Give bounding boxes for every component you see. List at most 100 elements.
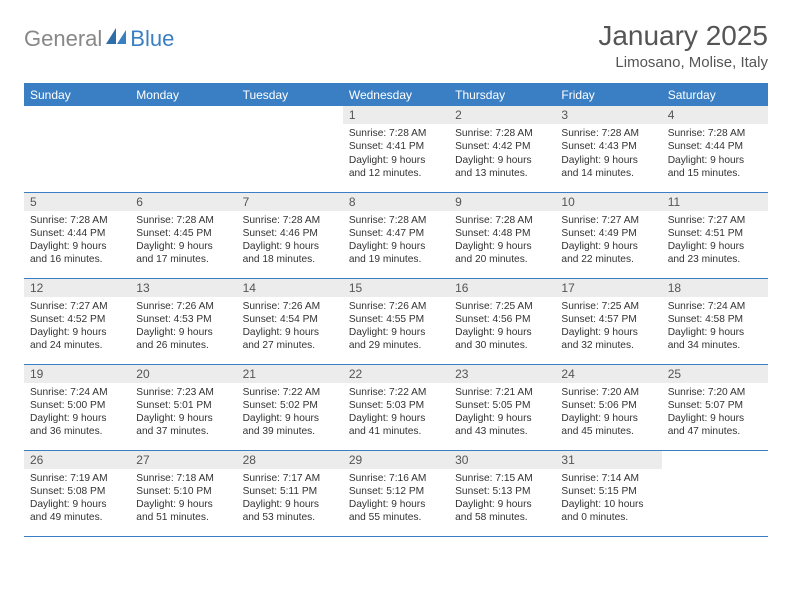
weekday-header: Monday — [130, 84, 236, 106]
calendar-cell — [237, 106, 343, 192]
day-details: Sunrise: 7:14 AMSunset: 5:15 PMDaylight:… — [555, 469, 661, 529]
day-number: 25 — [662, 365, 768, 383]
day-details: Sunrise: 7:21 AMSunset: 5:05 PMDaylight:… — [449, 383, 555, 443]
day-details: Sunrise: 7:24 AMSunset: 4:58 PMDaylight:… — [662, 297, 768, 357]
day-number: 2 — [449, 106, 555, 124]
calendar-cell: 27Sunrise: 7:18 AMSunset: 5:10 PMDayligh… — [130, 450, 236, 536]
calendar-cell: 29Sunrise: 7:16 AMSunset: 5:12 PMDayligh… — [343, 450, 449, 536]
calendar-row: 12Sunrise: 7:27 AMSunset: 4:52 PMDayligh… — [24, 278, 768, 364]
day-number: 12 — [24, 279, 130, 297]
day-number: 3 — [555, 106, 661, 124]
calendar-row: 1Sunrise: 7:28 AMSunset: 4:41 PMDaylight… — [24, 106, 768, 192]
day-number: 11 — [662, 193, 768, 211]
calendar-cell: 19Sunrise: 7:24 AMSunset: 5:00 PMDayligh… — [24, 364, 130, 450]
logo-sail-icon — [106, 28, 128, 51]
calendar-row: 19Sunrise: 7:24 AMSunset: 5:00 PMDayligh… — [24, 364, 768, 450]
day-details: Sunrise: 7:26 AMSunset: 4:53 PMDaylight:… — [130, 297, 236, 357]
calendar-cell: 15Sunrise: 7:26 AMSunset: 4:55 PMDayligh… — [343, 278, 449, 364]
calendar-cell: 3Sunrise: 7:28 AMSunset: 4:43 PMDaylight… — [555, 106, 661, 192]
calendar-cell: 24Sunrise: 7:20 AMSunset: 5:06 PMDayligh… — [555, 364, 661, 450]
calendar-cell: 23Sunrise: 7:21 AMSunset: 5:05 PMDayligh… — [449, 364, 555, 450]
day-number: 20 — [130, 365, 236, 383]
day-number: 24 — [555, 365, 661, 383]
day-number: 27 — [130, 451, 236, 469]
day-details: Sunrise: 7:15 AMSunset: 5:13 PMDaylight:… — [449, 469, 555, 529]
calendar-cell: 9Sunrise: 7:28 AMSunset: 4:48 PMDaylight… — [449, 192, 555, 278]
day-number: 17 — [555, 279, 661, 297]
weekday-header: Sunday — [24, 84, 130, 106]
day-details: Sunrise: 7:18 AMSunset: 5:10 PMDaylight:… — [130, 469, 236, 529]
calendar-cell: 22Sunrise: 7:22 AMSunset: 5:03 PMDayligh… — [343, 364, 449, 450]
weekday-header: Wednesday — [343, 84, 449, 106]
day-number: 4 — [662, 106, 768, 124]
day-details: Sunrise: 7:28 AMSunset: 4:46 PMDaylight:… — [237, 211, 343, 271]
day-details: Sunrise: 7:16 AMSunset: 5:12 PMDaylight:… — [343, 469, 449, 529]
day-number: 9 — [449, 193, 555, 211]
day-number: 19 — [24, 365, 130, 383]
day-details: Sunrise: 7:28 AMSunset: 4:43 PMDaylight:… — [555, 124, 661, 184]
day-number: 21 — [237, 365, 343, 383]
calendar-body: 1Sunrise: 7:28 AMSunset: 4:41 PMDaylight… — [24, 106, 768, 536]
day-number: 15 — [343, 279, 449, 297]
calendar-cell: 7Sunrise: 7:28 AMSunset: 4:46 PMDaylight… — [237, 192, 343, 278]
day-details: Sunrise: 7:28 AMSunset: 4:48 PMDaylight:… — [449, 211, 555, 271]
calendar-cell: 14Sunrise: 7:26 AMSunset: 4:54 PMDayligh… — [237, 278, 343, 364]
calendar-cell: 13Sunrise: 7:26 AMSunset: 4:53 PMDayligh… — [130, 278, 236, 364]
day-number: 14 — [237, 279, 343, 297]
day-details: Sunrise: 7:28 AMSunset: 4:42 PMDaylight:… — [449, 124, 555, 184]
calendar-cell: 18Sunrise: 7:24 AMSunset: 4:58 PMDayligh… — [662, 278, 768, 364]
day-details: Sunrise: 7:28 AMSunset: 4:41 PMDaylight:… — [343, 124, 449, 184]
calendar-cell — [130, 106, 236, 192]
day-number: 1 — [343, 106, 449, 124]
day-details: Sunrise: 7:26 AMSunset: 4:55 PMDaylight:… — [343, 297, 449, 357]
calendar-cell: 1Sunrise: 7:28 AMSunset: 4:41 PMDaylight… — [343, 106, 449, 192]
day-details: Sunrise: 7:28 AMSunset: 4:44 PMDaylight:… — [24, 211, 130, 271]
calendar-cell: 8Sunrise: 7:28 AMSunset: 4:47 PMDaylight… — [343, 192, 449, 278]
day-details: Sunrise: 7:26 AMSunset: 4:54 PMDaylight:… — [237, 297, 343, 357]
logo-text-blue: Blue — [130, 26, 174, 52]
calendar-cell: 12Sunrise: 7:27 AMSunset: 4:52 PMDayligh… — [24, 278, 130, 364]
day-details: Sunrise: 7:27 AMSunset: 4:51 PMDaylight:… — [662, 211, 768, 271]
day-number: 13 — [130, 279, 236, 297]
calendar-row: 26Sunrise: 7:19 AMSunset: 5:08 PMDayligh… — [24, 450, 768, 536]
title-block: January 2025 Limosano, Molise, Italy — [598, 20, 768, 71]
calendar-cell: 17Sunrise: 7:25 AMSunset: 4:57 PMDayligh… — [555, 278, 661, 364]
page-title: January 2025 — [598, 20, 768, 52]
day-number: 6 — [130, 193, 236, 211]
calendar-cell: 26Sunrise: 7:19 AMSunset: 5:08 PMDayligh… — [24, 450, 130, 536]
calendar-cell: 4Sunrise: 7:28 AMSunset: 4:44 PMDaylight… — [662, 106, 768, 192]
day-number: 26 — [24, 451, 130, 469]
day-details: Sunrise: 7:25 AMSunset: 4:57 PMDaylight:… — [555, 297, 661, 357]
day-number: 23 — [449, 365, 555, 383]
day-details: Sunrise: 7:27 AMSunset: 4:49 PMDaylight:… — [555, 211, 661, 271]
day-details: Sunrise: 7:23 AMSunset: 5:01 PMDaylight:… — [130, 383, 236, 443]
calendar-cell: 30Sunrise: 7:15 AMSunset: 5:13 PMDayligh… — [449, 450, 555, 536]
calendar-cell: 28Sunrise: 7:17 AMSunset: 5:11 PMDayligh… — [237, 450, 343, 536]
day-details: Sunrise: 7:22 AMSunset: 5:02 PMDaylight:… — [237, 383, 343, 443]
calendar-head: SundayMondayTuesdayWednesdayThursdayFrid… — [24, 84, 768, 106]
day-number: 16 — [449, 279, 555, 297]
day-details: Sunrise: 7:17 AMSunset: 5:11 PMDaylight:… — [237, 469, 343, 529]
calendar-cell: 11Sunrise: 7:27 AMSunset: 4:51 PMDayligh… — [662, 192, 768, 278]
calendar-cell: 2Sunrise: 7:28 AMSunset: 4:42 PMDaylight… — [449, 106, 555, 192]
day-number: 7 — [237, 193, 343, 211]
day-number: 10 — [555, 193, 661, 211]
location-subtitle: Limosano, Molise, Italy — [598, 54, 768, 71]
day-details: Sunrise: 7:28 AMSunset: 4:45 PMDaylight:… — [130, 211, 236, 271]
calendar-cell: 31Sunrise: 7:14 AMSunset: 5:15 PMDayligh… — [555, 450, 661, 536]
day-details: Sunrise: 7:19 AMSunset: 5:08 PMDaylight:… — [24, 469, 130, 529]
calendar-cell — [24, 106, 130, 192]
day-details: Sunrise: 7:27 AMSunset: 4:52 PMDaylight:… — [24, 297, 130, 357]
day-number: 28 — [237, 451, 343, 469]
weekday-row: SundayMondayTuesdayWednesdayThursdayFrid… — [24, 84, 768, 106]
calendar-row: 5Sunrise: 7:28 AMSunset: 4:44 PMDaylight… — [24, 192, 768, 278]
day-details: Sunrise: 7:28 AMSunset: 4:47 PMDaylight:… — [343, 211, 449, 271]
day-details: Sunrise: 7:20 AMSunset: 5:06 PMDaylight:… — [555, 383, 661, 443]
day-number: 30 — [449, 451, 555, 469]
weekday-header: Saturday — [662, 84, 768, 106]
day-number: 22 — [343, 365, 449, 383]
calendar-cell — [662, 450, 768, 536]
day-details: Sunrise: 7:24 AMSunset: 5:00 PMDaylight:… — [24, 383, 130, 443]
calendar-cell: 16Sunrise: 7:25 AMSunset: 4:56 PMDayligh… — [449, 278, 555, 364]
day-details: Sunrise: 7:25 AMSunset: 4:56 PMDaylight:… — [449, 297, 555, 357]
